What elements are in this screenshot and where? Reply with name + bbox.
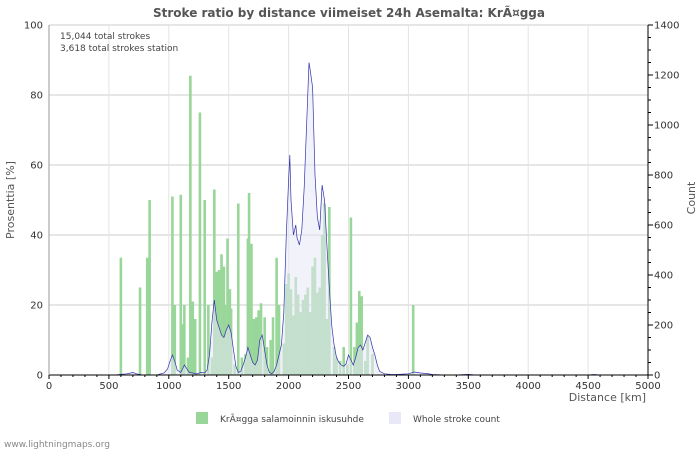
- x-tick-label-5000: 5000: [635, 381, 660, 392]
- chart-title: Stroke ratio by distance viimeiset 24h A…: [153, 5, 545, 20]
- ratio-bar-66: [342, 347, 346, 375]
- ratio-bar-71: [357, 291, 361, 375]
- x-tick-label-1500: 1500: [216, 381, 241, 392]
- x-tick-label-1000: 1000: [156, 381, 181, 392]
- ratio-bar-34: [254, 317, 258, 375]
- ratio-bar-1: [138, 287, 142, 375]
- ratio-bar-19: [217, 270, 221, 375]
- ratio-bars: [119, 75, 415, 375]
- y-left-tick-label-100: 100: [24, 21, 43, 32]
- ratio-bar-72: [360, 296, 363, 375]
- ratio-bar-70: [355, 322, 359, 375]
- ratio-bar-15: [207, 305, 210, 375]
- y-right-tick-label-400: 400: [654, 271, 673, 282]
- y-left-tick-label-0: 0: [37, 371, 43, 382]
- x-axis-label: Distance [km]: [569, 391, 646, 404]
- ratio-bar-76: [411, 305, 415, 375]
- y-right-tick-label-0: 0: [654, 371, 660, 382]
- ratio-bar-8: [183, 305, 186, 375]
- ratio-bar-17: [213, 189, 216, 375]
- ratio-bar-11: [191, 301, 195, 375]
- stroke-count-line: [49, 62, 648, 376]
- x-tick-label-4000: 4000: [515, 381, 540, 392]
- x-tick-label-0: 0: [46, 381, 52, 392]
- y-right-tick-label-600: 600: [654, 221, 673, 232]
- y-left-tick-label-60: 60: [30, 161, 43, 172]
- ratio-bar-40: [271, 317, 275, 375]
- legend: KrÃ¤gga salamoinnin iskusuhde Whole stro…: [196, 412, 500, 425]
- legend-label-ratio: KrÃ¤gga salamoinnin iskusuhde: [220, 414, 364, 425]
- site-credit: www.lightningmaps.org: [4, 440, 110, 450]
- x-tick-label-2000: 2000: [276, 381, 301, 392]
- x-axis-ticks: 0 500 1000 1500 2000 2500 3000 3500 4000 4500 5000: [46, 375, 661, 392]
- y-right-tick-label-800: 800: [654, 171, 673, 182]
- ratio-bar-68: [349, 217, 353, 375]
- y-left-tick-label-80: 80: [30, 91, 43, 102]
- ratio-bar-10: [189, 75, 192, 375]
- y-left-axis-ticks: 0 20 40 60 80 100: [24, 21, 43, 382]
- ratio-bar-41: [275, 257, 278, 375]
- ratio-bar-28: [240, 357, 244, 375]
- ratio-bar-13: [198, 112, 202, 375]
- grid-lines: [49, 24, 648, 375]
- y-right-tick-label-200: 200: [654, 321, 673, 332]
- y-right-tick-label-1400: 1400: [654, 21, 679, 32]
- ratio-bar-27: [236, 203, 240, 375]
- annotation-total-strokes: 15,044 total strokes: [60, 32, 150, 42]
- ratio-bar-5: [173, 305, 177, 375]
- y-left-axis-label: Prosenttia [%]: [4, 161, 17, 239]
- ratio-bar-39: [269, 340, 272, 375]
- ratio-bar-12: [193, 319, 197, 375]
- x-tick-label-4500: 4500: [575, 381, 600, 392]
- legend-label-count: Whole stroke count: [413, 415, 500, 425]
- ratio-bar-9: [186, 357, 190, 375]
- ratio-bar-33: [252, 319, 256, 375]
- x-tick-label-500: 500: [99, 381, 118, 392]
- ratio-bar-38: [265, 347, 269, 375]
- ratio-bar-35: [257, 310, 260, 375]
- stroke-count-area: [49, 62, 648, 376]
- ratio-bar-4: [171, 196, 174, 375]
- ratio-bar-31: [247, 193, 251, 375]
- ratio-bar-14: [203, 200, 207, 375]
- ratio-bar-6: [179, 194, 183, 375]
- legend-swatch-count: [389, 412, 401, 424]
- y-right-axis-label: Count: [685, 181, 698, 214]
- x-tick-label-2500: 2500: [336, 381, 361, 392]
- ratio-bar-2: [145, 257, 149, 375]
- legend-swatch-ratio: [196, 412, 208, 424]
- y-right-tick-label-1000: 1000: [654, 121, 679, 132]
- annotation-station-strokes: 3,618 total strokes station: [60, 44, 178, 54]
- x-tick-label-3500: 3500: [456, 381, 481, 392]
- ratio-bar-23: [226, 238, 229, 375]
- x-tick-label-3000: 3000: [396, 381, 421, 392]
- y-left-tick-label-20: 20: [30, 301, 43, 312]
- ratio-bar-20: [220, 254, 223, 375]
- y-right-tick-label-1200: 1200: [654, 71, 679, 82]
- y-right-axis-ticks: 0 200 400 600 800 1000 1200 1400: [648, 21, 679, 382]
- ratio-bar-32: [250, 243, 253, 375]
- ratio-bar-0: [119, 257, 123, 375]
- ratio-bar-3: [148, 200, 151, 375]
- ratio-bar-42: [277, 305, 281, 375]
- ratio-bar-37: [263, 317, 266, 375]
- y-left-tick-label-40: 40: [30, 231, 43, 242]
